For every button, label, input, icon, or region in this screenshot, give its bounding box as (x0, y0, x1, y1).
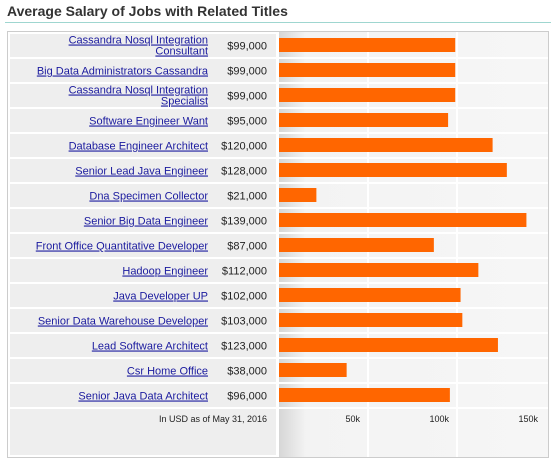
job-title-link[interactable]: Software Engineer Want (89, 116, 208, 128)
x-tick-label: 150k (518, 414, 538, 424)
label-row-bg (10, 84, 276, 107)
label-row-bg (10, 359, 276, 382)
salary-label: $128,000 (221, 166, 267, 178)
label-row-bg (10, 284, 276, 307)
label-row-bg (10, 109, 276, 132)
salary-bar (279, 313, 463, 327)
job-title-link[interactable]: Database Engineer Architect (69, 141, 208, 153)
job-title-link[interactable]: Cassandra Nosql Integration Specialist (69, 85, 208, 108)
salary-label: $123,000 (221, 341, 267, 353)
salary-label: $87,000 (227, 241, 267, 253)
salary-bar (279, 263, 479, 277)
salary-bar (279, 388, 450, 402)
salary-label: $95,000 (227, 116, 267, 128)
salary-bar (279, 63, 456, 77)
chart-title: Average Salary of Jobs with Related Titl… (7, 3, 288, 19)
job-title-link[interactable]: Cassandra Nosql Integration Consultant (69, 35, 208, 58)
x-tick-label: 50k (345, 414, 360, 424)
label-row-bg (10, 134, 276, 157)
axis-footer-bg (10, 409, 276, 455)
salary-label: $99,000 (227, 66, 267, 78)
salary-bar (279, 338, 498, 352)
label-row-bg (10, 259, 276, 282)
label-row-bg (10, 209, 276, 232)
job-title-link[interactable]: Big Data Administrators Cassandra (37, 66, 209, 78)
label-row-bg (10, 234, 276, 257)
label-row-bg (10, 59, 276, 82)
job-title-link[interactable]: Dna Specimen Collector (89, 191, 208, 203)
currency-footnote: In USD as of May 31, 2016 (159, 414, 267, 424)
salary-bar (279, 38, 456, 52)
salary-label: $103,000 (221, 316, 267, 328)
bar-chart: Cassandra Nosql Integration Consultant $99… (10, 32, 548, 457)
salary-label: $139,000 (221, 216, 267, 228)
salary-bar (279, 138, 493, 152)
salary-label: $21,000 (227, 191, 267, 203)
salary-label: $112,000 (222, 266, 267, 278)
salary-bar (279, 188, 317, 202)
label-row-bg (10, 184, 276, 207)
salary-label: $96,000 (227, 391, 267, 403)
chart-frame: Cassandra Nosql Integration Consultant $99… (7, 31, 549, 458)
job-title-link[interactable]: Front Office Quantitative Developer (36, 241, 209, 253)
salary-label: $102,000 (221, 291, 267, 303)
label-row-bg (10, 334, 276, 357)
salary-label: $120,000 (221, 141, 267, 153)
salary-bar (279, 238, 434, 252)
salary-bar (279, 288, 461, 302)
job-title-link[interactable]: Lead Software Architect (92, 341, 208, 353)
job-title-link[interactable]: Senior Java Data Architect (78, 391, 208, 403)
job-title-link[interactable]: Hadoop Engineer (122, 266, 208, 278)
label-row-bg (10, 34, 276, 57)
job-title-link[interactable]: Senior Data Warehouse Developer (38, 316, 209, 328)
salary-label: $99,000 (227, 91, 267, 103)
salary-bar (279, 88, 456, 102)
salary-bar (279, 363, 347, 377)
salary-bar (279, 163, 507, 177)
label-row-bg (10, 384, 276, 407)
salary-bar (279, 113, 449, 127)
job-title-link[interactable]: Senior Lead Java Engineer (75, 166, 208, 178)
job-title-link[interactable]: Java Developer UP (113, 291, 208, 303)
salary-bar (279, 213, 527, 227)
salary-label: $99,000 (227, 41, 267, 53)
job-title-link[interactable]: Senior Big Data Engineer (84, 216, 208, 228)
job-title-link[interactable]: Csr Home Office (127, 366, 208, 378)
x-tick-label: 100k (429, 414, 449, 424)
label-row-bg (10, 159, 276, 182)
title-divider (5, 22, 551, 23)
label-row-bg (10, 309, 276, 332)
salary-label: $38,000 (227, 366, 267, 378)
